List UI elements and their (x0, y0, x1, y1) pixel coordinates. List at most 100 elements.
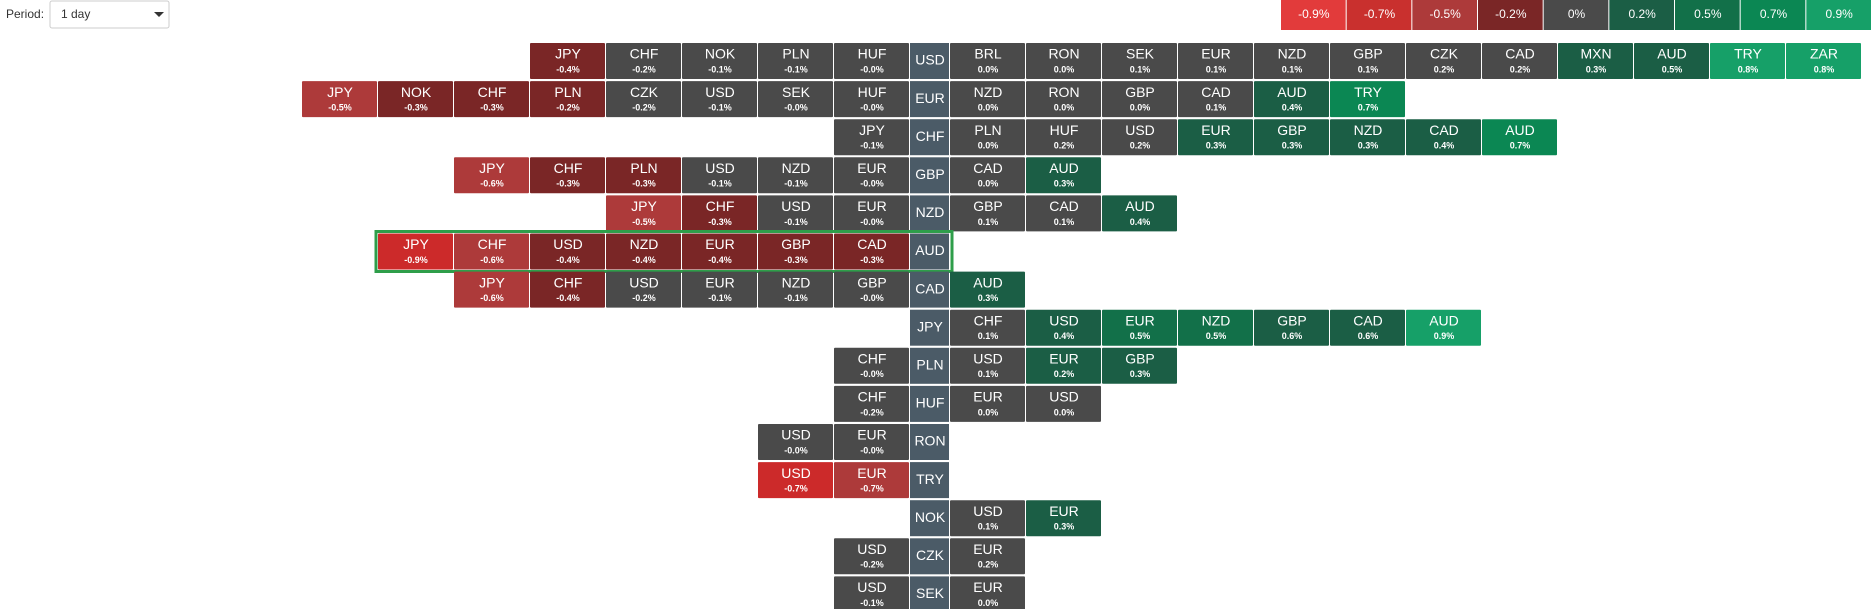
currency-cell (834, 233, 909, 270)
currency-cell (834, 347, 909, 384)
cell-currency: TRY (1734, 46, 1762, 62)
cell-currency: NZD (1278, 46, 1307, 62)
currency-cell (758, 81, 833, 118)
cell-currency: USD (973, 503, 1003, 519)
currency-cell (606, 43, 681, 79)
currency-cell (834, 271, 909, 308)
cell-change: 0.3% (1206, 141, 1227, 151)
cell-change: 0.0% (978, 141, 999, 151)
cell-change: 0.7% (1510, 141, 1531, 151)
cell-change: 0.3% (978, 293, 999, 303)
cell-change: -0.3% (860, 255, 884, 265)
cell-change: -0.1% (784, 217, 808, 227)
cell-currency: NZD (630, 236, 659, 252)
cell-change: 0.0% (978, 179, 999, 189)
cell-currency: NZD (1354, 122, 1383, 138)
currency-cell (1634, 43, 1709, 79)
period-label: Period: (6, 7, 44, 21)
cell-currency: AUD (973, 274, 1003, 290)
cell-change: -0.7% (784, 483, 808, 493)
legend-label: 0.2% (1628, 7, 1656, 21)
period-select[interactable]: 1 day (49, 0, 170, 29)
cell-change: -0.0% (860, 217, 884, 227)
cell-change: -0.0% (860, 445, 884, 455)
cell-currency: EUR (857, 198, 887, 214)
currency-cell (1558, 43, 1633, 79)
cell-change: 0.3% (1130, 369, 1151, 379)
cell-currency: EUR (857, 465, 887, 481)
cell-currency: TRY (1354, 84, 1382, 100)
legend-label: -0.2% (1495, 7, 1527, 21)
cell-change: 0.4% (1434, 141, 1455, 151)
cell-change: -0.9% (404, 255, 428, 265)
select-value[interactable]: 1 day (61, 7, 90, 21)
cell-change: -0.5% (328, 102, 352, 112)
cell-currency: ZAR (1810, 46, 1838, 62)
cell-change: -0.3% (404, 102, 428, 112)
cell-currency: CZK (1430, 46, 1459, 62)
cell-change: -0.1% (784, 64, 808, 74)
cell-change: 0.1% (1206, 102, 1227, 112)
currency-cell (1026, 157, 1101, 194)
cell-change: 0.1% (978, 331, 999, 341)
currency-cell (834, 43, 909, 79)
base-cell (910, 43, 949, 79)
cell-currency: CHF (478, 236, 507, 252)
cell-change: 0.3% (1054, 522, 1075, 532)
cell-change: -0.3% (784, 255, 808, 265)
base-currency: PLN (916, 357, 943, 373)
currency-cell (834, 576, 909, 609)
currency-cell (758, 43, 833, 79)
cell-currency: NOK (401, 84, 432, 100)
currency-cell (1330, 43, 1405, 79)
currency-cell (1406, 119, 1481, 156)
cell-currency: CAD (1353, 312, 1383, 328)
base-currency: RON (914, 433, 945, 449)
base-cell (910, 347, 949, 384)
cell-change: 0.1% (1206, 64, 1227, 74)
cell-change: 0.5% (1206, 331, 1227, 341)
cell-change: 0.1% (978, 522, 999, 532)
cell-currency: AUD (1505, 122, 1535, 138)
select-caret[interactable] (154, 12, 164, 17)
currency-cell (606, 195, 681, 232)
base-cell (910, 309, 949, 346)
cell-currency: EUR (1125, 312, 1155, 328)
legend-swatch (1412, 0, 1477, 30)
currency-cell (1406, 43, 1481, 79)
currency-cell (1102, 119, 1177, 156)
currency-cell (378, 81, 453, 118)
cell-change: 0.1% (1358, 64, 1379, 74)
cell-change: -0.1% (708, 64, 732, 74)
cell-currency: CAD (1505, 46, 1535, 62)
cell-currency: SEK (1126, 46, 1155, 62)
cell-currency: SEK (782, 84, 811, 100)
cell-currency: AUD (1657, 46, 1687, 62)
cell-currency: USD (781, 427, 811, 443)
legend-label: -0.7% (1364, 7, 1396, 21)
currency-cell (950, 538, 1025, 575)
base-cell (910, 233, 949, 270)
currency-cell (950, 157, 1025, 194)
currency-cell (682, 157, 757, 194)
cell-currency: RON (1048, 84, 1079, 100)
currency-cell (454, 271, 529, 308)
cell-change: -0.0% (860, 179, 884, 189)
currency-cell (834, 157, 909, 194)
cell-currency: CHF (554, 274, 583, 290)
cell-currency: JPY (479, 160, 505, 176)
currency-cell (454, 157, 529, 194)
cell-currency: USD (705, 84, 735, 100)
base-currency: CAD (915, 280, 945, 296)
cell-change: 0.3% (1586, 64, 1607, 74)
cell-currency: PLN (554, 84, 581, 100)
select-box[interactable] (49, 0, 170, 29)
cell-currency: CAD (973, 160, 1003, 176)
currency-cell (1482, 43, 1557, 79)
cell-change: -0.3% (556, 179, 580, 189)
cell-currency: EUR (857, 160, 887, 176)
currency-cell (1710, 43, 1785, 79)
currency-cell (530, 43, 605, 79)
cell-currency: GBP (973, 198, 1003, 214)
